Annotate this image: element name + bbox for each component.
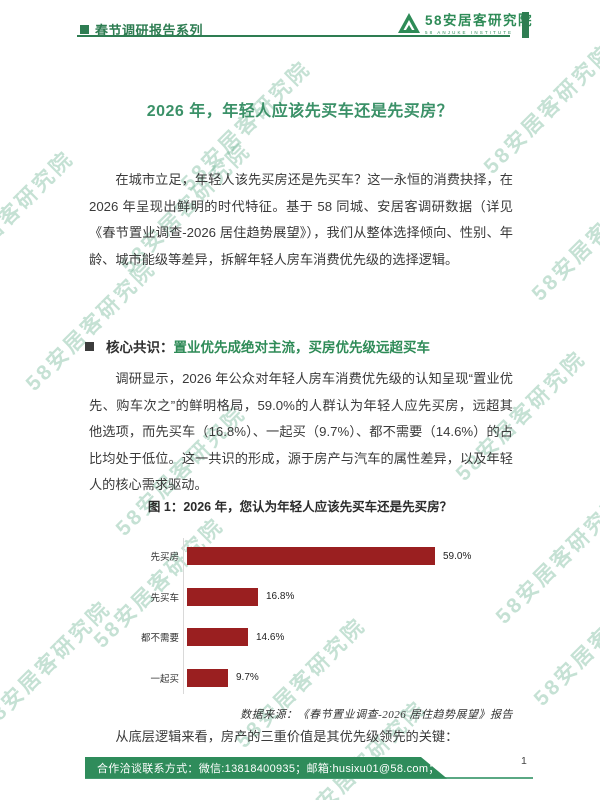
square-bullet-icon <box>80 25 89 34</box>
anjuke-triangle-logo-icon <box>398 13 420 38</box>
chart-category-label: 先买车 <box>150 592 179 604</box>
chart-row: 先买车 16.8% <box>125 577 515 618</box>
watermark-text: 58安居客研究院 <box>529 571 600 711</box>
chart-value-label: 16.8% <box>266 591 295 603</box>
brand-name: 58安居客研究院 <box>425 13 534 28</box>
figure-caption: 图 1：2026 年，您认为年轻人应该先买车还是先买房？ <box>147 500 453 514</box>
paragraph-intro: 在城市立足，年轻人该先买房还是先买车？这一永恒的消费抉择，在 2026 年呈现出… <box>89 172 513 267</box>
chart-value-label: 59.0% <box>443 550 472 562</box>
report-series-label: 春节调研报告系列 <box>80 20 203 39</box>
section-heading-text: 核心共识：置业优先成绝对主流，买房优先级远超买车 <box>106 336 430 356</box>
chart-value-label: 14.6% <box>256 631 285 643</box>
brand-logo: 58安居客研究院 58 ANJUKE INSTITUTE <box>398 13 533 38</box>
footer-contact-banner: 合作洽谈联系方式：微信:13818400935；邮箱:husixu01@58.c… <box>85 757 447 779</box>
chart-category-label: 都不需要 <box>140 633 179 645</box>
section-heading: 核心共识：置业优先成绝对主流，买房优先级远超买车 <box>85 336 430 356</box>
chart-bar-track: 59.0% <box>185 547 515 566</box>
section-heading-prefix: 核心共识： <box>106 340 174 355</box>
square-bullet-icon <box>85 341 94 351</box>
watermark-text: 58安居客研究院 <box>527 166 600 306</box>
brand-subtext: 58 ANJUKE INSTITUTE <box>425 30 514 35</box>
chart-row: 都不需要 14.6% <box>125 617 515 658</box>
watermark-text: 58安居客研究院 <box>0 146 79 286</box>
series-title: 春节调研报告系列 <box>95 23 204 38</box>
data-source-note: 数据来源：《春节置业调查-2026 居住趋势展望》报告 <box>240 709 513 721</box>
paragraph-logic: 从底层逻辑来看，房产的三重价值是其优先级领先的关键： <box>115 729 459 744</box>
chart-category-label: 先买房 <box>150 552 179 564</box>
chart-bar <box>187 628 248 647</box>
chart-row: 一起买 9.7% <box>125 658 515 699</box>
section-heading-highlight: 置业优先成绝对主流，买房优先级远超买车 <box>173 340 431 355</box>
chart-bar <box>187 547 435 566</box>
paragraph-findings: 调研显示，2026 年公众对年轻人房车消费优先级的认知呈现“置业优先、购车次之”… <box>89 371 513 492</box>
bar-chart: 先买房 59.0% 先买车 16.8% 都不需要 14.6% 一起买 9.7% <box>125 536 515 698</box>
logo-accent-bar <box>522 12 529 38</box>
chart-category-label: 一起买 <box>150 673 179 685</box>
chart-bar-track: 16.8% <box>185 587 515 606</box>
footer-contact-text: 合作洽谈联系方式：微信:13818400935；邮箱:husixu01@58.c… <box>97 762 440 775</box>
bar-chart-rows: 先买房 59.0% 先买车 16.8% 都不需要 14.6% 一起买 9.7% <box>125 536 515 698</box>
chart-y-axis-line <box>183 538 184 694</box>
chart-bar-track: 9.7% <box>185 668 515 687</box>
brand-logo-text: 58安居客研究院 58 ANJUKE INSTITUTE <box>425 13 533 35</box>
chart-bar <box>187 668 228 687</box>
chart-value-label: 9.7% <box>236 672 259 684</box>
page-number: 1 <box>521 755 527 767</box>
header-divider <box>77 35 510 37</box>
chart-row: 先买房 59.0% <box>125 536 515 577</box>
chart-bar <box>187 587 258 606</box>
chart-bar-track: 14.6% <box>185 628 515 647</box>
page-title: 2026 年，年轻人应该先买车还是先买房？ <box>146 103 454 120</box>
